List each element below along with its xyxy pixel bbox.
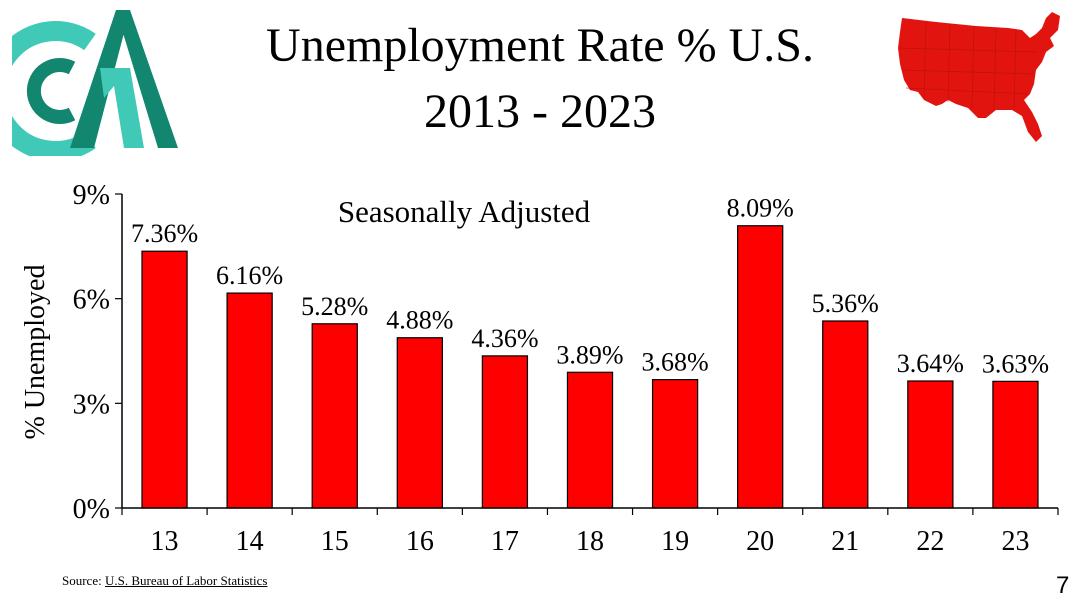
y-tick-label-3: 3% [73, 389, 110, 420]
usa-map-icon [898, 12, 1060, 142]
y-tick-label-9: 9% [73, 180, 110, 211]
x-tick-label-21: 21 [831, 526, 859, 557]
x-tick-label-14: 14 [236, 526, 264, 557]
bar-17 [481, 355, 529, 509]
data-label-23: 3.63% [982, 349, 1049, 378]
x-tick-label-22: 22 [916, 526, 944, 557]
y-axis-label: % Unemployed [20, 265, 51, 440]
chart-title-line2: 2013 - 2023 [424, 85, 656, 138]
bar-16 [396, 337, 443, 509]
data-label-13: 7.36% [131, 219, 198, 248]
x-tick-label-18: 18 [576, 526, 604, 557]
data-label-19: 3.68% [642, 348, 709, 377]
data-label-22: 3.64% [897, 349, 964, 378]
bar-14 [226, 292, 273, 509]
data-label-17: 4.36% [471, 324, 538, 353]
data-label-21: 5.36% [812, 289, 879, 318]
data-label-16: 4.88% [386, 306, 453, 335]
page-number: 7 [1056, 572, 1070, 599]
chart-subtitle: Seasonally Adjusted [338, 194, 591, 229]
x-tick-label-23: 23 [1001, 526, 1029, 557]
bar-18 [566, 371, 614, 509]
y-tick-label-6: 6% [73, 285, 110, 316]
x-tick-label-16: 16 [406, 526, 434, 557]
chart-title-line1: Unemployment Rate % U.S. [266, 19, 814, 72]
source-note: Source: U.S. Bureau of Labor Statistics [62, 573, 267, 589]
source-prefix: Source: [62, 573, 105, 588]
company-logo-icon [12, 10, 178, 156]
data-label-18: 3.89% [556, 340, 623, 369]
bar-13 [141, 250, 188, 509]
bar-15 [311, 323, 358, 509]
x-tick-label-19: 19 [661, 526, 689, 557]
bar-22 [907, 380, 954, 509]
y-tick-label-0: 0% [73, 494, 110, 525]
bar-19 [651, 379, 699, 509]
x-tick-label-13: 13 [151, 526, 179, 557]
data-label-14: 6.16% [216, 261, 283, 290]
data-label-20: 8.09% [727, 194, 794, 223]
data-label-15: 5.28% [301, 292, 368, 321]
x-tick-label-15: 15 [321, 526, 349, 557]
x-tick-label-20: 20 [746, 526, 774, 557]
bar-20 [737, 225, 784, 509]
bar-21 [822, 320, 869, 509]
x-tick-label-17: 17 [491, 526, 519, 557]
bar-23 [992, 380, 1039, 509]
source-link[interactable]: U.S. Bureau of Labor Statistics [104, 573, 268, 588]
